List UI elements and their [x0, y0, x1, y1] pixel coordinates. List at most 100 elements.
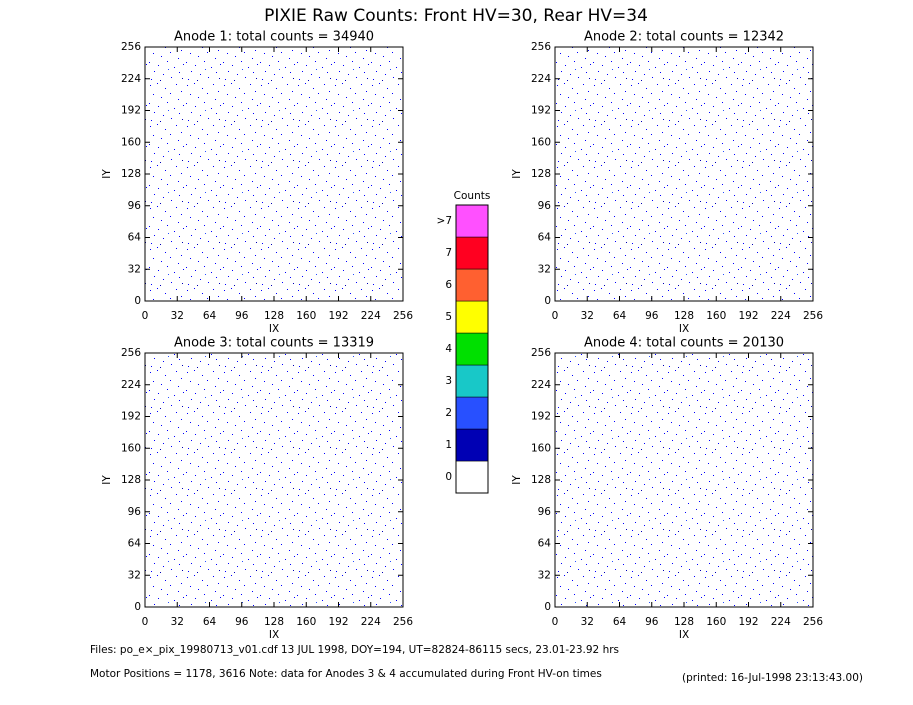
- y-tick-label: 96: [538, 200, 552, 212]
- x-tick-label: 256: [803, 310, 823, 322]
- y-tick-label: 64: [538, 538, 552, 550]
- y-tick-label: 32: [128, 263, 141, 275]
- x-tick-label: 96: [235, 310, 249, 322]
- x-tick-label: 0: [142, 310, 149, 322]
- y-axis-label: IY: [101, 475, 113, 485]
- x-tick-label: 96: [645, 310, 659, 322]
- y-tick-label: 128: [121, 168, 141, 180]
- y-tick-label: 224: [531, 73, 551, 85]
- y-tick-label: 192: [121, 411, 141, 423]
- colorbar-swatch: [455, 364, 489, 398]
- count-texture: [145, 353, 403, 607]
- panel-title: Anode 4: total counts = 20130: [584, 336, 784, 351]
- x-tick-label: 128: [264, 616, 284, 628]
- y-axis-label: IY: [511, 169, 523, 179]
- x-tick-label: 32: [171, 310, 184, 322]
- y-tick-label: 128: [121, 474, 141, 486]
- figure-title: PIXIE Raw Counts: Front HV=30, Rear HV=3…: [264, 6, 648, 26]
- colorbar-frame: [455, 204, 489, 494]
- y-tick-label: 96: [128, 506, 142, 518]
- x-tick-label: 160: [706, 616, 726, 628]
- colorbar-label: 0: [445, 471, 452, 483]
- y-tick-label: 192: [531, 411, 551, 423]
- panel-title: Anode 3: total counts = 13319: [174, 336, 374, 351]
- y-tick-label: 192: [531, 105, 551, 117]
- x-axis-label: IX: [679, 323, 689, 335]
- y-tick-label: 128: [531, 474, 551, 486]
- colorbar-label: 3: [445, 375, 452, 387]
- colorbar-label: 6: [445, 279, 452, 291]
- x-tick-label: 0: [142, 616, 149, 628]
- y-tick-label: 64: [128, 538, 142, 550]
- x-tick-label: 128: [264, 310, 284, 322]
- colorbar-label: 5: [445, 311, 452, 323]
- x-tick-label: 160: [296, 616, 316, 628]
- y-tick-label: 224: [531, 379, 551, 391]
- x-tick-label: 32: [171, 616, 184, 628]
- x-tick-label: 0: [552, 616, 559, 628]
- y-tick-label: 256: [121, 41, 141, 53]
- count-texture: [555, 47, 813, 301]
- x-tick-label: 96: [645, 616, 659, 628]
- colorbar-swatch: [455, 460, 489, 494]
- y-tick-label: 192: [121, 105, 141, 117]
- y-tick-label: 32: [128, 569, 141, 581]
- count-texture: [555, 353, 813, 607]
- y-axis-label: IY: [101, 169, 113, 179]
- colorbar-label: 1: [445, 439, 452, 451]
- x-tick-label: 96: [235, 616, 249, 628]
- x-tick-label: 64: [613, 310, 627, 322]
- x-tick-label: 64: [203, 310, 217, 322]
- x-tick-label: 64: [613, 616, 627, 628]
- colorbar-swatch: [455, 396, 489, 430]
- panel-title: Anode 1: total counts = 34940: [174, 30, 374, 45]
- x-axis-label: IX: [269, 629, 279, 641]
- y-tick-label: 160: [121, 136, 141, 148]
- y-tick-label: 256: [531, 347, 551, 359]
- y-tick-label: 160: [531, 136, 551, 148]
- colorbar-swatch: [455, 428, 489, 462]
- x-tick-label: 64: [203, 616, 217, 628]
- footer-files: Files: po_e×_pix_19980713_v01.cdf 13 JUL…: [90, 644, 619, 656]
- y-tick-label: 160: [121, 442, 141, 454]
- x-tick-label: 192: [328, 616, 348, 628]
- y-tick-label: 0: [544, 295, 551, 307]
- count-texture: [145, 47, 403, 301]
- y-tick-label: 0: [134, 295, 141, 307]
- x-tick-label: 192: [738, 616, 758, 628]
- x-tick-label: 192: [738, 310, 758, 322]
- panel-title: Anode 2: total counts = 12342: [584, 30, 784, 45]
- colorbar-swatch: [455, 236, 489, 270]
- colorbar-title: Counts: [454, 190, 491, 202]
- y-tick-label: 96: [538, 506, 552, 518]
- x-tick-label: 160: [706, 310, 726, 322]
- footer-motor: Motor Positions = 1178, 3616 Note: data …: [90, 668, 602, 680]
- colorbar-label: >7: [437, 215, 452, 227]
- x-tick-label: 128: [674, 310, 694, 322]
- colorbar-swatch: [455, 332, 489, 366]
- y-tick-label: 32: [538, 569, 551, 581]
- y-tick-label: 224: [121, 379, 141, 391]
- colorbar-label: 7: [445, 247, 452, 259]
- x-tick-label: 160: [296, 310, 316, 322]
- x-axis-label: IX: [269, 323, 279, 335]
- y-tick-label: 0: [544, 601, 551, 613]
- y-tick-label: 64: [538, 232, 552, 244]
- x-tick-label: 224: [771, 310, 791, 322]
- x-tick-label: 0: [552, 310, 559, 322]
- x-tick-label: 224: [361, 616, 381, 628]
- x-tick-label: 224: [771, 616, 791, 628]
- y-tick-label: 256: [531, 41, 551, 53]
- x-tick-label: 32: [581, 310, 594, 322]
- x-tick-label: 128: [674, 616, 694, 628]
- footer-printed: (printed: 16-Jul-1998 23:13:43.00): [682, 672, 863, 684]
- y-tick-label: 32: [538, 263, 551, 275]
- colorbar-label: 4: [445, 343, 452, 355]
- y-axis-label: IY: [511, 475, 523, 485]
- y-tick-label: 160: [531, 442, 551, 454]
- colorbar-swatch: [455, 300, 489, 334]
- y-tick-label: 0: [134, 601, 141, 613]
- y-tick-label: 128: [531, 168, 551, 180]
